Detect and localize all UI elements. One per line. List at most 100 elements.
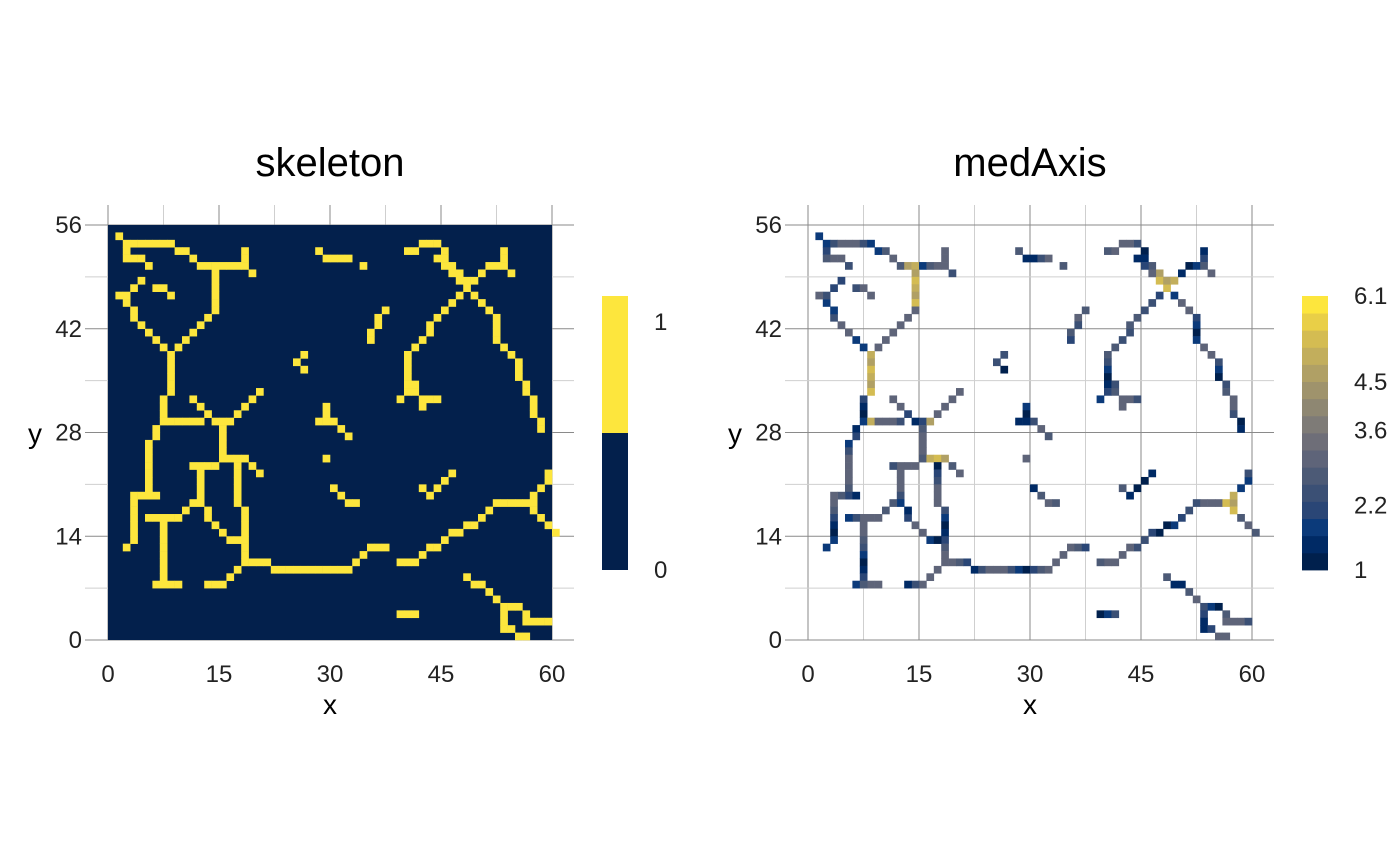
skeleton-cell (441, 476, 449, 485)
medaxis-cell (933, 262, 942, 270)
skeleton-cell (404, 373, 412, 381)
legend-swatch (1302, 484, 1328, 502)
medaxis-cell (1022, 454, 1031, 463)
skeleton-cell (137, 321, 146, 330)
skeleton-cell (233, 454, 242, 463)
medaxis-cell (822, 254, 831, 263)
medaxis-cell (859, 410, 868, 418)
medaxis-cell (1200, 625, 1208, 633)
skeleton-cell (492, 313, 501, 322)
skeleton-cell (404, 610, 412, 619)
skeleton-cell (159, 402, 168, 411)
skeleton-cell (189, 417, 198, 426)
skeleton-cell (359, 262, 368, 270)
skeleton-cell (448, 528, 457, 537)
medaxis-cell (1222, 380, 1231, 389)
medaxis-cell (1000, 350, 1009, 359)
medaxis-cell (1141, 306, 1149, 315)
medaxis-cell (867, 239, 875, 248)
medaxis-cell (911, 269, 920, 278)
skeleton-cell (130, 514, 138, 522)
skeleton-cell (248, 558, 257, 567)
skeleton-cell (367, 336, 375, 344)
skeleton-cell (381, 306, 390, 315)
legend-swatch (1302, 467, 1328, 485)
medaxis-cell (1237, 617, 1245, 626)
x-tick-label: 60 (1239, 661, 1266, 688)
skeleton-cell (522, 610, 531, 619)
skeleton-cell (219, 580, 227, 589)
medaxis-cell (830, 254, 838, 263)
medaxis-cell (1229, 617, 1238, 626)
skeleton-cell (485, 588, 494, 596)
skeleton-cell (381, 543, 390, 552)
medaxis-cell (896, 262, 905, 270)
medaxis-cell (926, 417, 935, 426)
medaxis-cell (867, 373, 875, 381)
skeleton-cell (463, 284, 471, 292)
skeleton-cell (211, 299, 220, 307)
medaxis-cell (1207, 602, 1216, 611)
x-tick-label: 60 (539, 661, 566, 688)
medaxis-cell (830, 306, 838, 315)
medaxis-cell (882, 247, 890, 255)
medaxis-cell (837, 254, 846, 263)
skeleton-cell (196, 491, 205, 500)
skeleton-cell (248, 462, 257, 470)
skeleton-cell (500, 254, 508, 263)
skeleton-cell (130, 239, 138, 248)
skeleton-cell (455, 269, 464, 278)
skeleton-cell (485, 262, 494, 270)
medaxis-cell (1118, 239, 1127, 248)
medaxis-cell (948, 462, 957, 470)
skeleton-cell (167, 291, 175, 300)
skeleton-cell (226, 262, 235, 270)
medaxis-cell (1178, 299, 1186, 307)
skeleton-cell (137, 254, 146, 263)
medaxis-cell (822, 239, 831, 248)
medaxis-cell (867, 514, 875, 522)
medaxis-cell (1030, 565, 1038, 574)
skeleton-cell (418, 551, 427, 559)
medaxis-cell (874, 580, 883, 589)
skeleton-cell (189, 395, 198, 404)
skeleton-cell (159, 395, 168, 404)
medaxis-cell (1104, 247, 1112, 255)
medaxis-cell (1096, 558, 1105, 567)
medaxis-cell (859, 402, 868, 411)
skeleton-cell (182, 336, 190, 344)
medaxis-cell (1059, 262, 1068, 270)
skeleton-cell (433, 543, 442, 552)
skeleton-cell (159, 573, 168, 582)
skeleton-cell (167, 350, 175, 359)
medaxis-cell (859, 395, 868, 404)
skeleton-cell (552, 528, 560, 537)
skeleton-cell (241, 551, 249, 559)
skeleton-cell (159, 558, 168, 567)
medaxis-cell (985, 565, 994, 574)
skeleton-cell (500, 499, 508, 507)
skeleton-cell (537, 484, 545, 493)
medaxis-cell (1030, 484, 1038, 493)
medaxis-cell (1222, 388, 1231, 396)
medaxis-cell (1044, 254, 1053, 263)
skeleton-cell (152, 425, 161, 433)
skeleton-cell (448, 269, 457, 278)
skeleton-cell (330, 417, 338, 426)
medaxis-title: medAxis (953, 141, 1106, 185)
skeleton-cell (537, 417, 545, 426)
skeleton-cell (152, 336, 161, 344)
medaxis-cell (1133, 313, 1142, 322)
medaxis-cell (1170, 521, 1179, 530)
medaxis-cell (1200, 262, 1208, 270)
medaxis-cell (1133, 395, 1142, 404)
medaxis-cell (904, 580, 912, 589)
skeleton-cell (145, 491, 153, 500)
x-tick-label: 30 (1017, 661, 1044, 688)
medaxis-cell (1178, 269, 1186, 278)
medaxis-cell (911, 462, 920, 470)
medaxis-cell (822, 291, 831, 300)
skeleton-cell (529, 506, 538, 515)
medaxis-cell (941, 454, 949, 463)
